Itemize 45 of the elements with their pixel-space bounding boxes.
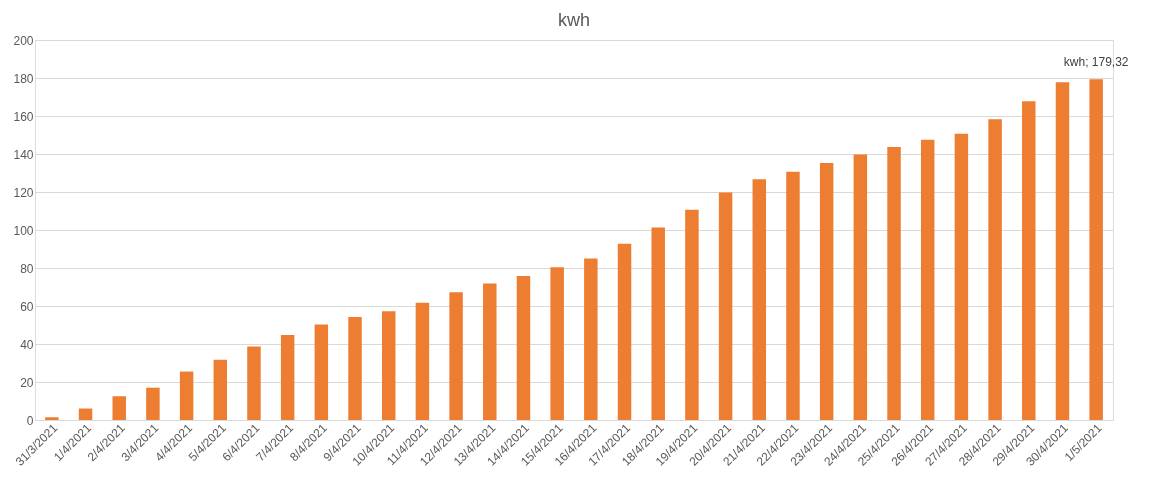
bar [1089,79,1103,420]
bar [314,324,329,420]
y-tick-label: 160 [13,109,34,124]
y-tick-label: 60 [20,299,34,314]
bar [213,359,228,420]
y-tick-label: 120 [13,185,34,200]
bar [78,408,93,420]
chart-title: kwh [557,10,591,30]
bar [853,154,868,420]
y-tick-label: 140 [13,147,34,162]
y-tick-label: 20 [20,375,34,390]
y-tick-label: 180 [13,71,34,86]
bar [550,267,564,420]
bar [516,275,531,420]
bar [651,227,665,420]
bar [887,146,901,420]
bar [381,311,396,420]
y-tick-label: 80 [20,261,34,276]
bar [146,387,160,420]
bar [819,163,834,420]
bar [718,192,733,420]
bar [112,396,126,420]
bar [45,417,59,420]
bar [179,371,194,420]
y-tick-label: 40 [20,337,34,352]
data-label: kwh; 179,32 [1063,55,1129,70]
bar [483,283,497,420]
bar [988,119,1002,420]
bar [752,179,767,420]
bar [617,243,632,420]
bar [584,258,598,420]
bar [449,292,463,420]
y-tick-label: 100 [13,223,34,238]
bar [954,133,969,420]
bar [415,302,430,420]
bar [685,209,699,420]
bar [348,317,362,420]
bar [1022,101,1036,420]
y-tick-label: 0 [26,413,34,428]
y-tick-label: 200 [13,33,34,48]
bar [247,346,261,420]
bar [786,171,800,420]
bar [920,139,935,420]
bar [1055,82,1070,420]
bar [280,334,295,420]
